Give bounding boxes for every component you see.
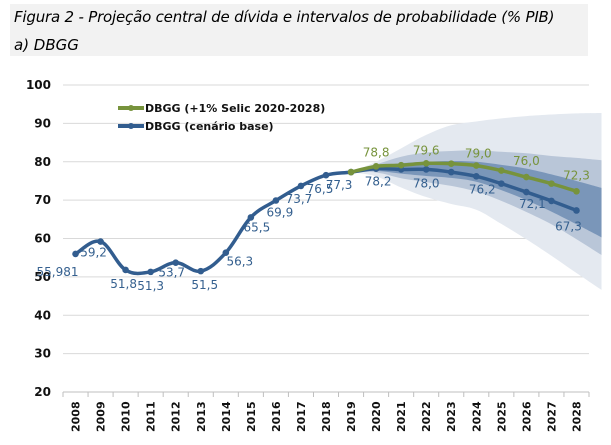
data-point-base xyxy=(498,180,505,187)
x-tick-label: 2017 xyxy=(295,401,308,432)
data-point-base xyxy=(222,249,230,256)
x-tick-label: 2028 xyxy=(570,401,583,432)
series-line-selic xyxy=(349,161,579,194)
y-tick-label: 90 xyxy=(34,116,51,130)
data-point-base xyxy=(447,168,455,176)
data-label-selic: 72,3 xyxy=(563,168,590,182)
data-label-base: 51,8 xyxy=(110,277,137,291)
data-label-base: 76,5 xyxy=(307,182,334,196)
probability-bands xyxy=(351,113,602,290)
x-tick-label: 2025 xyxy=(495,401,508,432)
x-axis xyxy=(62,391,590,397)
legend: DBGG (+1% Selic 2020-2028) DBGG (cenário… xyxy=(118,102,325,133)
data-label-base: 78,2 xyxy=(365,175,392,189)
data-point-base xyxy=(422,166,430,173)
data-point-base xyxy=(322,171,330,179)
data-label-base: 77,3 xyxy=(326,178,353,192)
y-axis-ticks: 20 30 40 50 60 70 80 90 100 xyxy=(26,78,51,399)
y-tick-label: 30 xyxy=(34,347,51,361)
data-label-base: 67,3 xyxy=(555,219,582,233)
x-tick-label: 2026 xyxy=(520,401,533,432)
data-point-base xyxy=(247,214,255,221)
data-point-base xyxy=(197,267,205,275)
data-label-base: 72,1 xyxy=(519,197,546,211)
data-point-selic xyxy=(573,187,580,195)
data-point-selic xyxy=(372,163,380,170)
y-tick-label: 40 xyxy=(34,308,51,322)
series-lines xyxy=(72,159,580,276)
x-tick-label: 2019 xyxy=(345,401,358,432)
x-tick-label: 2014 xyxy=(220,401,233,432)
data-point-base xyxy=(172,259,180,266)
x-tick-label: 2010 xyxy=(120,401,133,432)
data-point-selic xyxy=(422,159,430,167)
data-label-base: 56,3 xyxy=(226,255,253,269)
data-label-base: 65,5 xyxy=(243,220,270,234)
x-tick-label: 2008 xyxy=(70,401,83,432)
x-tick-label: 2015 xyxy=(245,401,258,432)
data-point-base xyxy=(472,173,480,180)
data-label-base: 59,2 xyxy=(80,246,107,260)
data-label-base: 51,5 xyxy=(191,278,218,292)
x-tick-label: 2023 xyxy=(445,401,458,432)
data-label-base: 78,0 xyxy=(413,176,440,190)
x-tick-label: 2011 xyxy=(145,401,158,432)
x-tick-label: 2009 xyxy=(95,401,108,432)
y-tick-label: 60 xyxy=(34,232,51,246)
legend-item-selic: DBGG (+1% Selic 2020-2028) xyxy=(118,102,325,115)
legend-marker-base xyxy=(128,123,134,129)
data-point-selic xyxy=(397,161,405,169)
data-point-selic xyxy=(472,162,480,169)
x-tick-label: 2012 xyxy=(170,401,183,432)
figure-caption: Figura 2 - Projeção central de dívida e … xyxy=(10,4,588,56)
data-label-selic: 79,6 xyxy=(413,143,440,157)
x-tick-label: 2020 xyxy=(370,401,383,432)
data-point-base xyxy=(97,238,104,245)
data-label-selic: 78,8 xyxy=(363,145,390,159)
y-tick-label: 100 xyxy=(26,78,51,92)
data-label-base: 55,981 xyxy=(37,265,79,279)
data-point-selic xyxy=(548,180,555,187)
data-label-base: 53,7 xyxy=(158,266,185,280)
x-axis-ticks: 2008 2009 2010 2011 2012 2013 2014 2015 2016 2017… xyxy=(70,401,584,432)
data-label-selic: 79,0 xyxy=(465,147,492,161)
data-point-selic xyxy=(523,173,530,181)
legend-marker-selic xyxy=(128,105,134,111)
data-point-base xyxy=(548,197,555,205)
y-tick-label: 70 xyxy=(34,193,51,207)
data-label-base: 73,7 xyxy=(286,192,313,206)
data-label-base: 69,9 xyxy=(267,206,294,220)
data-point-selic xyxy=(498,167,505,174)
data-label-base: 76,2 xyxy=(469,182,496,196)
x-tick-label: 2022 xyxy=(420,401,433,432)
data-point-selic xyxy=(447,160,455,167)
x-tick-label: 2024 xyxy=(470,401,483,432)
y-tick-label: 50 xyxy=(34,270,51,284)
data-point-base xyxy=(72,250,79,258)
figure-subtitle: a) DBGG xyxy=(14,36,79,54)
data-point-base xyxy=(523,188,530,196)
figure-title: Figura 2 - Projeção central de dívida e … xyxy=(14,8,555,26)
x-tick-label: 2013 xyxy=(195,401,208,432)
legend-item-base: DBGG (cenário base) xyxy=(118,120,274,133)
data-point-base xyxy=(147,268,154,276)
data-point-base xyxy=(573,207,580,214)
x-tick-label: 2021 xyxy=(395,401,408,432)
data-point-selic xyxy=(347,168,355,176)
x-tick-label: 2016 xyxy=(270,401,283,432)
x-tick-label: 2027 xyxy=(545,401,558,432)
data-point-base xyxy=(297,182,305,190)
legend-label-selic: DBGG (+1% Selic 2020-2028) xyxy=(145,102,325,115)
legend-label-base: DBGG (cenário base) xyxy=(145,120,274,133)
x-tick-label: 2018 xyxy=(320,401,333,432)
data-label-selic: 76,0 xyxy=(513,154,540,168)
y-tick-label: 80 xyxy=(34,155,51,169)
y-tick-label: 20 xyxy=(34,385,51,399)
data-point-base xyxy=(122,266,129,274)
data-label-base: 51,3 xyxy=(137,279,164,293)
data-point-base xyxy=(272,197,280,204)
